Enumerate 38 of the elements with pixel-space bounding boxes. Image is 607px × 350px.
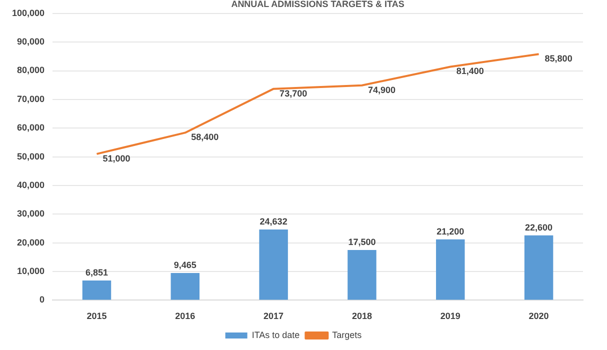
x-tick-label: 2019: [440, 311, 460, 322]
bar: [524, 235, 554, 300]
data-label: 21,200: [436, 226, 464, 236]
bar: [259, 230, 288, 300]
y-tick-label: 40,000: [17, 180, 45, 190]
data-label: 9,465: [174, 260, 196, 270]
y-tick-label: 0: [40, 294, 45, 305]
y-tick-label: 80,000: [17, 65, 45, 76]
data-label: 6,851: [85, 268, 108, 278]
y-tick-label: 20,000: [17, 237, 45, 248]
data-label: 58,400: [191, 132, 219, 142]
data-label: 17,500: [348, 236, 376, 247]
y-tick-label: 60,000: [17, 122, 45, 133]
data-label: 74,900: [368, 84, 396, 95]
y-tick-label: 10,000: [17, 266, 45, 276]
data-label: 73,700: [280, 88, 308, 98]
bar: [82, 280, 112, 300]
y-tick-label: 100,000: [12, 8, 45, 18]
x-tick-label: 2018: [352, 311, 372, 322]
x-tick-label: 2020: [528, 311, 549, 322]
x-tick-label: 2017: [264, 311, 284, 322]
data-label: 22,600: [525, 222, 553, 232]
data-label: 85,800: [544, 54, 572, 64]
y-tick-label: 30,000: [17, 208, 45, 219]
bar: [170, 273, 200, 300]
data-label: 51,000: [102, 153, 130, 164]
bar: [436, 239, 465, 300]
data-label: 81,400: [456, 66, 484, 76]
y-tick-label: 70,000: [17, 94, 45, 104]
y-tick-label: 50,000: [17, 151, 45, 162]
y-tick-label: 90,000: [17, 36, 45, 47]
x-tick-label: 2016: [175, 311, 196, 322]
legend-label: ITAs to date: [252, 330, 300, 340]
bar: [348, 250, 376, 300]
x-tick-label: 2015: [86, 311, 107, 322]
chart-title: ANNUAL ADMISSIONS TARGETS & ITAS: [231, 0, 404, 9]
legend-label: Targets: [332, 330, 362, 340]
data-label: 24,632: [260, 216, 288, 227]
